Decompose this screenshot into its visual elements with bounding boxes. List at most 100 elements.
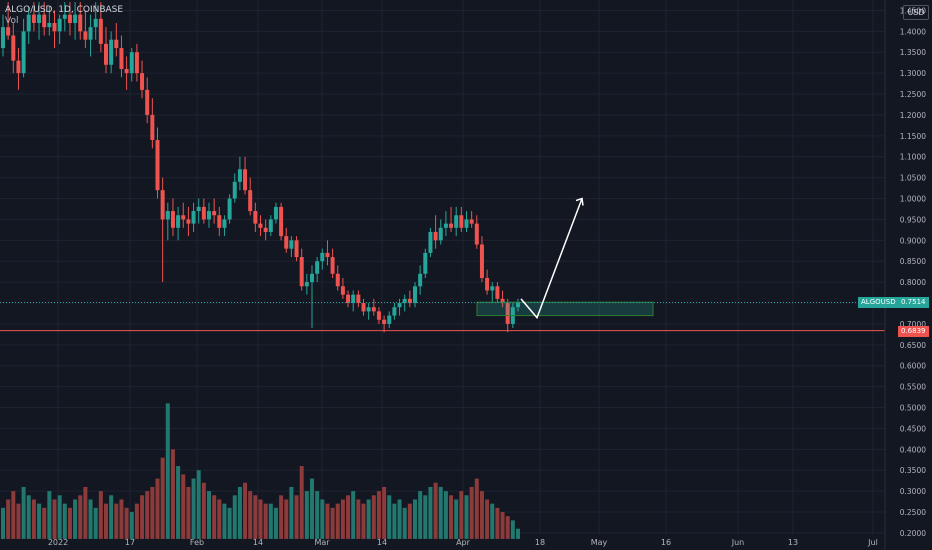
candle-body [98, 18, 103, 44]
candle-body [155, 140, 160, 191]
arrow-up-right-icon[interactable] [520, 197, 584, 320]
volume-bar [57, 495, 62, 539]
currency-button[interactable]: USD [903, 5, 929, 20]
volume-bar [109, 495, 114, 539]
volume-bar [304, 491, 309, 539]
candle-body [356, 294, 361, 304]
price-tick-label: 0.7000 [900, 320, 926, 329]
candle-body [479, 244, 484, 278]
volume-bar [119, 499, 124, 539]
volume-bars [1, 403, 520, 539]
volume-bar [294, 495, 299, 539]
price-tick-label: 1.2000 [900, 111, 926, 120]
price-tick-label: 1.0000 [900, 195, 926, 204]
candle-body [243, 169, 248, 191]
candle-body [165, 211, 170, 220]
candle-body [42, 14, 47, 28]
price-tick-label: 0.6500 [900, 341, 926, 350]
volume-bar [397, 499, 402, 539]
volume-bar [155, 478, 160, 539]
price-tick-label: 0.5000 [900, 404, 926, 413]
candle-body [170, 211, 175, 228]
volume-bar [222, 503, 227, 539]
candle-body [490, 286, 495, 291]
candle-body [201, 206, 206, 220]
candle-body [376, 311, 381, 320]
symbol-price-tag: ALGOUSD [858, 297, 899, 309]
time-tick-label: 17 [125, 538, 135, 547]
price-axis[interactable]: 1.4500 1.4000 1.3500 1.3000 1.2500 1.2000 1.15… [900, 6, 926, 537]
volume-bar [459, 491, 464, 539]
candle-body [268, 219, 273, 232]
time-axis[interactable]: 2022 17 Feb 14 Mar 14 Apr 18 May 16 Jun 13 Jul [48, 538, 878, 547]
volume-bar [83, 486, 88, 539]
volume-bar [227, 507, 232, 539]
volume-bar [268, 503, 273, 539]
volume-bar [73, 499, 78, 539]
volume-bar [325, 503, 330, 539]
volume-bar [351, 491, 356, 539]
price-tick-label: 1.4500 [900, 6, 926, 15]
support-zone[interactable] [476, 301, 654, 317]
volume-bar [402, 507, 407, 539]
candle-body [26, 14, 31, 32]
volume-bar [335, 503, 340, 539]
volume-bar [243, 482, 248, 539]
symbol-line: ALGO/USD, 1D, COINBASE [5, 5, 124, 15]
time-tick-label: 16 [661, 538, 671, 547]
price-tick-label: 1.2500 [900, 90, 926, 99]
price-tick-label: 0.3500 [900, 466, 926, 475]
volume-bar [160, 457, 165, 539]
volume-bar [170, 449, 175, 539]
volume-bar [37, 503, 42, 539]
candle-body [83, 31, 88, 40]
candle-body [289, 240, 294, 249]
candle-body [402, 298, 407, 304]
candles [1, 2, 520, 333]
candle-body [382, 319, 387, 324]
candle-body [67, 14, 72, 23]
candle-body [397, 303, 402, 308]
candle-body [433, 231, 438, 241]
time-tick-label: May [591, 538, 608, 547]
time-tick-label: 18 [535, 538, 545, 547]
candle-body [474, 223, 479, 245]
volume-bar [26, 495, 31, 539]
candle-body [485, 277, 490, 291]
candle-body [418, 273, 423, 287]
candle-body [57, 18, 62, 32]
price-tick-label: 0.9000 [900, 236, 926, 245]
candle-body [186, 219, 191, 224]
price-tick-label: 0.2500 [900, 508, 926, 517]
volume-bar [140, 495, 145, 539]
volume-bar [413, 499, 417, 539]
price-tick-label: 0.8000 [900, 278, 926, 287]
candle-body [181, 215, 186, 220]
volume-bar [382, 486, 387, 539]
volume-bar [469, 486, 474, 539]
volume-bar [284, 499, 289, 539]
price-tick-label: 0.3000 [900, 487, 926, 496]
price-tick-label: 0.9500 [900, 215, 926, 224]
volume-bar [289, 486, 294, 539]
volume-bar [479, 491, 484, 539]
candle-body [361, 303, 366, 312]
candle-body [500, 298, 505, 304]
candle-body [232, 181, 237, 199]
volume-bar [201, 482, 206, 539]
volume-bar [366, 499, 371, 539]
candle-body [109, 39, 114, 65]
volume-bar [407, 503, 412, 539]
volume-bar [212, 495, 217, 539]
volume-bar [217, 499, 222, 539]
candle-body [150, 114, 155, 141]
volume-legend: Vol [5, 16, 19, 26]
candle-body [330, 257, 335, 274]
volume-bar [418, 491, 423, 539]
candle-body [516, 302, 520, 308]
volume-bar [237, 486, 242, 539]
candle-body [222, 219, 227, 228]
time-tick-label: 13 [788, 538, 798, 547]
volume-bar [263, 503, 268, 539]
